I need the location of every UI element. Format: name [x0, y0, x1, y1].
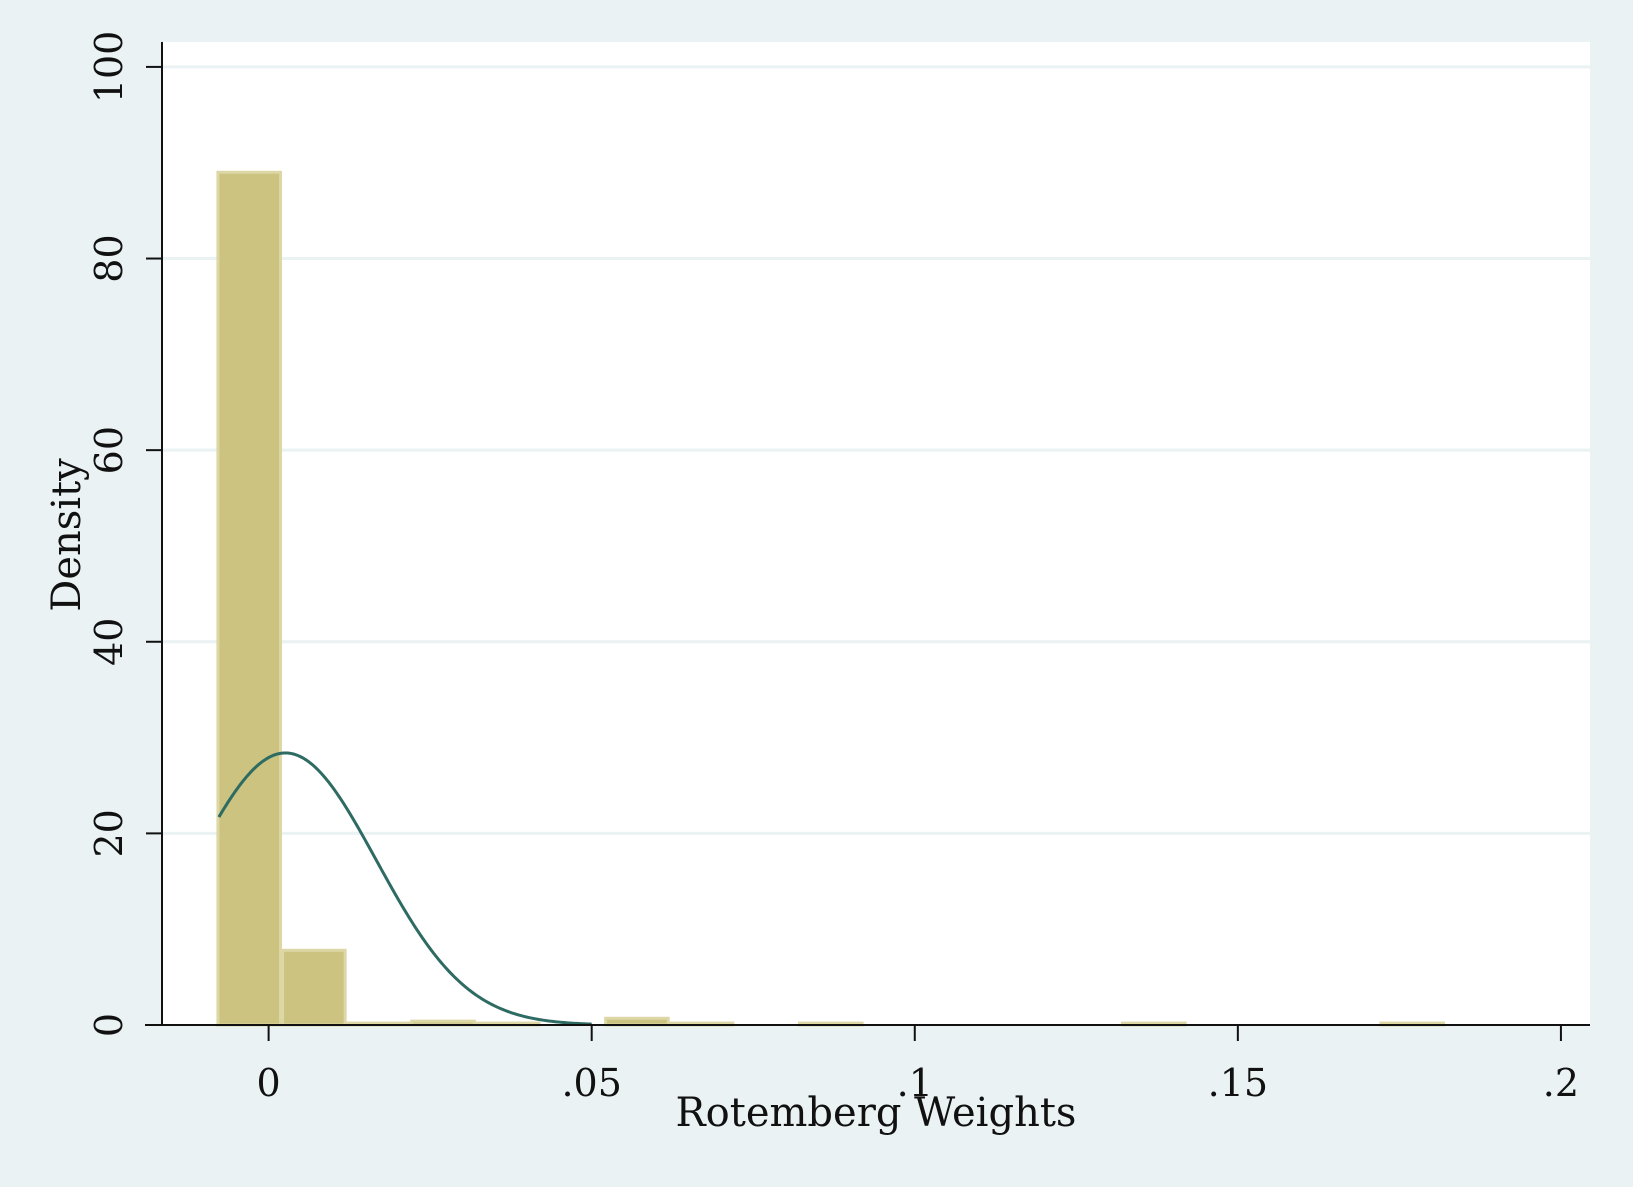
x-axis-title: Rotemberg Weights [676, 1090, 1077, 1136]
y-axis-ticks: 0 20 40 60 80 100 [87, 31, 162, 1037]
y-tick-label: 60 [87, 426, 131, 474]
plot-area [162, 42, 1590, 1025]
histogram-bar [281, 948, 347, 1027]
x-tick-label: .2 [1543, 1061, 1579, 1105]
y-tick-label: 80 [87, 234, 131, 282]
x-tick-label: .1 [897, 1061, 933, 1105]
histogram-bar [604, 1016, 670, 1027]
x-tick-label: 0 [257, 1061, 281, 1105]
histogram-bar [216, 170, 283, 1027]
y-axis-title: Density [44, 458, 90, 612]
normal-density-curve [217, 751, 592, 1026]
x-tick-label: .15 [1208, 1061, 1268, 1105]
x-tick-label: .05 [561, 1061, 621, 1105]
y-tick-label: 0 [87, 1013, 131, 1037]
grid-lines [162, 65, 1590, 835]
y-tick-label: 20 [87, 809, 131, 857]
y-tick-label: 100 [87, 31, 131, 104]
x-axis-ticks: 0 .05 .1 .15 .2 [257, 1025, 1579, 1105]
y-tick-label: 40 [87, 618, 131, 666]
